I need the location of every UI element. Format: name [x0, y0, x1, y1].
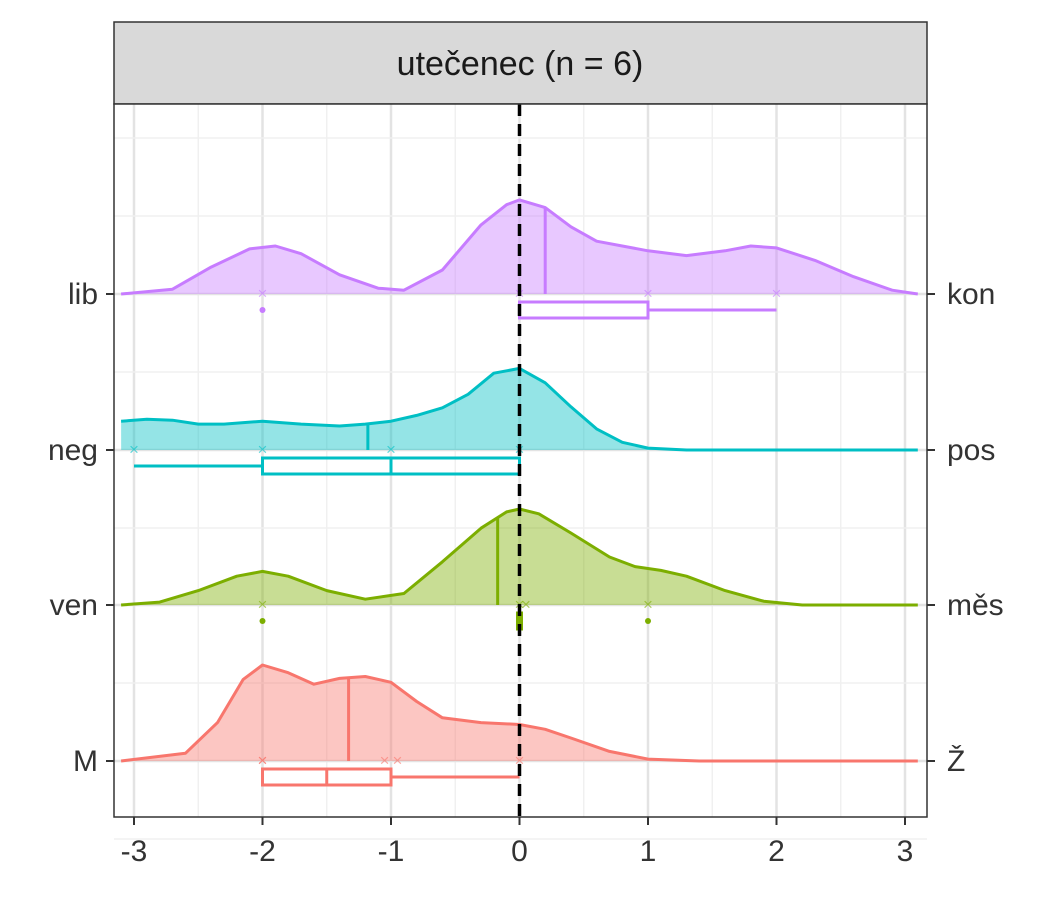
x-tick-label: 3: [897, 835, 914, 868]
density-curve: [120, 663, 918, 763]
density-curve: [120, 198, 919, 296]
data-point-marker: ×: [521, 595, 531, 614]
y-label-right: měs: [947, 589, 1004, 622]
box-outlier: [259, 618, 266, 624]
x-tick-label: 1: [640, 835, 657, 868]
y-label-left: M: [73, 745, 98, 778]
data-point-marker: ×: [258, 284, 268, 303]
ridge-M: ×× × × ×: [120, 663, 918, 787]
data-point-marker: ×: [258, 751, 268, 770]
data-point-marker: ×: [258, 595, 268, 614]
data-point-marker: ×: [258, 440, 268, 459]
x-tick-label: -2: [249, 835, 276, 868]
data-point-marker: ×: [380, 751, 390, 770]
data-point-marker: ×: [258, 751, 268, 770]
x-tick-label: -3: [121, 835, 148, 868]
data-point-marker: ×: [129, 440, 139, 459]
facet-title: utečenec (n = 6): [397, 45, 644, 83]
strip-background: [113, 21, 928, 105]
x-tick-label: 2: [768, 835, 785, 868]
density-area: [121, 509, 918, 605]
data-point-marker: ×: [386, 440, 396, 459]
x-tick-label: -1: [378, 835, 405, 868]
y-label-right: pos: [947, 434, 995, 467]
density-area: [121, 665, 918, 761]
y-label-right: kon: [947, 278, 995, 311]
y-label-left: ven: [50, 589, 98, 622]
data-point-marker: ×: [643, 595, 653, 614]
y-label-right: Ž: [947, 745, 965, 778]
data-point-marker: ×: [772, 284, 782, 303]
data-point-marker: ×: [643, 284, 653, 303]
density-curve: [120, 366, 918, 452]
y-label-left: lib: [68, 278, 98, 311]
box-outlier: [645, 618, 651, 624]
x-tick-label: 0: [511, 835, 528, 868]
box-outlier: [259, 307, 266, 313]
data-point-marker: ×: [515, 751, 525, 770]
data-point-marker: ×: [392, 751, 402, 770]
density-curve: [120, 507, 918, 607]
y-label-left: neg: [48, 434, 98, 467]
